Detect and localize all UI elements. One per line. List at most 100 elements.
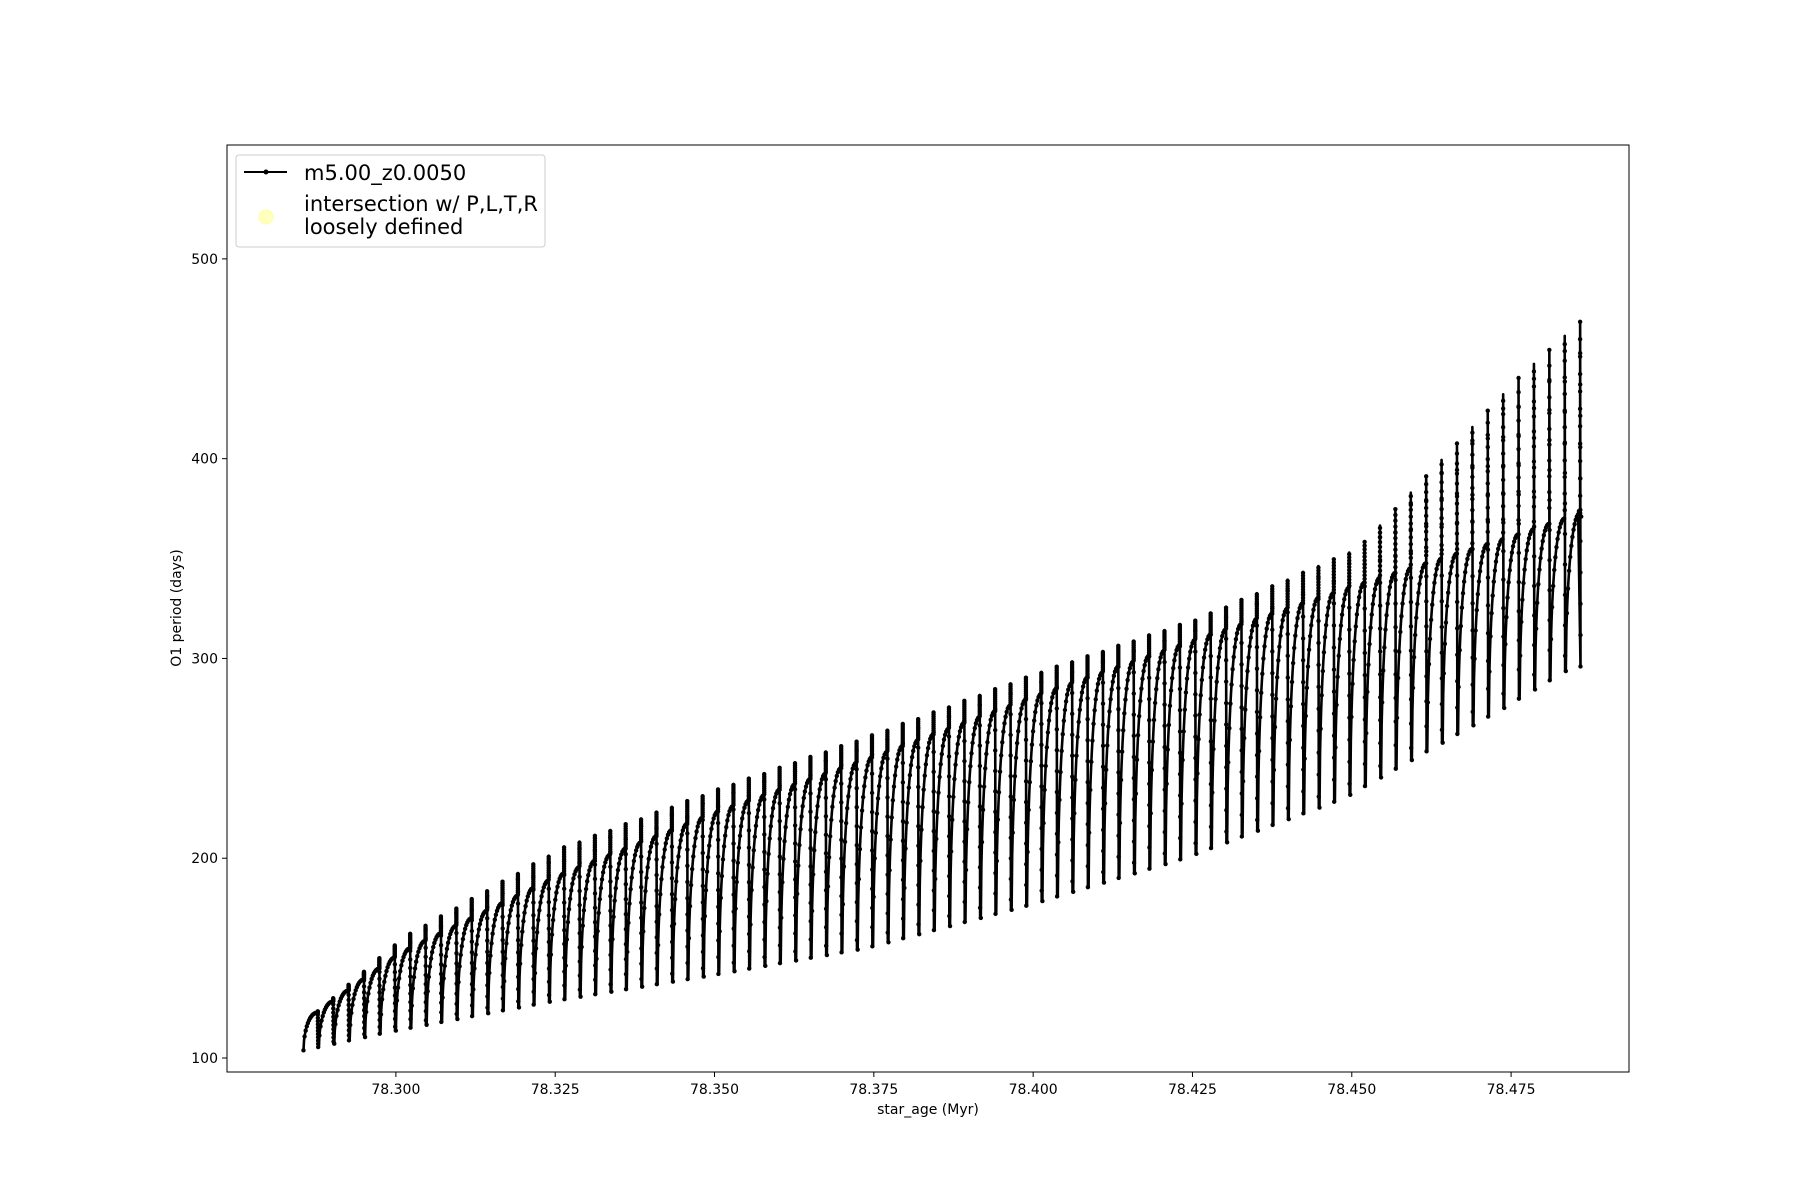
data-point	[1470, 574, 1475, 579]
data-point	[874, 811, 880, 816]
data-point	[946, 794, 952, 799]
data-point	[980, 807, 986, 813]
data-point	[1532, 642, 1537, 648]
data-point	[1054, 748, 1060, 753]
data-point	[1039, 805, 1044, 810]
data-point	[515, 871, 521, 877]
data-point	[1141, 668, 1146, 674]
data-point	[396, 976, 402, 981]
data-point	[704, 869, 710, 874]
data-point	[1454, 531, 1460, 536]
data-point	[1278, 633, 1283, 639]
data-point	[1454, 599, 1460, 605]
data-point	[1223, 615, 1229, 620]
data-point	[493, 912, 499, 917]
data-point	[1168, 688, 1174, 693]
data-point	[1408, 599, 1414, 605]
data-point	[377, 1004, 382, 1009]
data-point	[531, 938, 536, 944]
data-point	[506, 920, 511, 926]
data-point	[1362, 576, 1367, 582]
data-point	[1378, 763, 1383, 769]
data-point	[886, 940, 891, 945]
data-point	[862, 784, 867, 789]
data-point	[1477, 569, 1483, 574]
data-point	[516, 999, 521, 1004]
data-point	[1131, 639, 1136, 644]
data-point	[381, 987, 386, 992]
data-point	[377, 955, 382, 961]
data-point	[469, 982, 475, 987]
data-point	[489, 941, 494, 946]
data-point	[854, 786, 859, 791]
data-point	[1493, 559, 1499, 564]
data-point	[439, 990, 444, 996]
data-point	[608, 952, 613, 958]
data-point	[1069, 669, 1075, 675]
data-point	[1439, 515, 1444, 521]
data-point	[1026, 807, 1031, 813]
data-point	[1463, 569, 1468, 575]
data-point	[839, 762, 844, 768]
data-point	[408, 1025, 413, 1030]
data-point	[1131, 670, 1136, 675]
data-point	[1301, 789, 1306, 794]
data-point	[755, 807, 761, 813]
data-point	[716, 871, 721, 876]
data-point	[429, 950, 435, 955]
x-tick-label: 78.350	[690, 1082, 739, 1098]
data-point	[1470, 530, 1475, 535]
data-point	[798, 826, 803, 832]
data-point	[663, 841, 668, 846]
data-point	[392, 943, 397, 948]
data-point	[1578, 538, 1583, 544]
data-point	[916, 784, 921, 790]
data-point	[1156, 667, 1161, 672]
data-point	[792, 761, 798, 766]
data-point	[1347, 759, 1352, 764]
data-point	[408, 999, 413, 1005]
data-point	[379, 997, 385, 1002]
data-point	[1117, 820, 1123, 826]
data-point	[469, 907, 474, 912]
data-point	[1423, 553, 1429, 558]
data-point	[638, 817, 644, 822]
data-point	[977, 824, 983, 829]
data-point	[1193, 777, 1198, 782]
data-point	[562, 955, 567, 960]
data-point	[762, 919, 767, 925]
data-point	[1562, 474, 1567, 480]
data-point	[1131, 733, 1137, 739]
data-point	[1377, 534, 1383, 540]
data-point	[1565, 586, 1571, 591]
data-point	[1208, 739, 1214, 744]
data-point	[746, 862, 752, 868]
data-point	[351, 996, 356, 1002]
data-point	[768, 823, 774, 829]
data-point	[1151, 717, 1157, 723]
data-point	[784, 813, 789, 819]
data-point	[577, 840, 582, 845]
data-point	[947, 913, 952, 919]
data-point	[562, 927, 567, 933]
data-point	[392, 969, 398, 975]
data-point	[823, 750, 828, 755]
data-point	[1516, 521, 1521, 526]
data-point	[485, 927, 490, 932]
data-point	[685, 928, 690, 933]
data-point	[1285, 631, 1290, 637]
data-point	[1288, 704, 1294, 709]
data-point	[1387, 584, 1393, 590]
data-point	[695, 824, 700, 829]
data-point	[377, 1031, 382, 1036]
data-point	[533, 946, 539, 951]
data-point	[931, 848, 936, 854]
data-point	[689, 866, 695, 872]
data-point	[800, 804, 805, 809]
data-point	[1146, 654, 1152, 659]
data-point	[885, 775, 890, 781]
data-point	[1555, 536, 1560, 542]
data-point	[1310, 614, 1315, 619]
data-point	[1178, 835, 1183, 841]
data-point	[1501, 520, 1506, 525]
